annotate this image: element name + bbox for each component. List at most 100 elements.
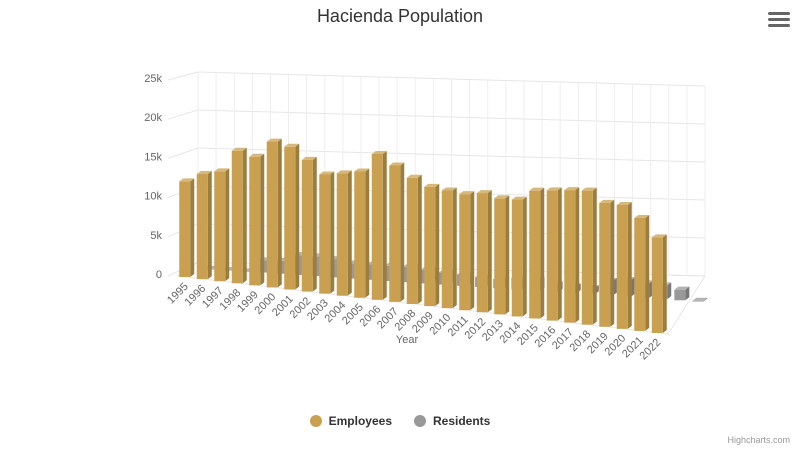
- bar-employees-2015-top: [529, 187, 545, 191]
- bar-employees-2005-front: [354, 171, 366, 298]
- bar-residents-2003-front: [348, 263, 360, 279]
- bar-employees-2017-side: [575, 187, 580, 323]
- bar-employees-2012: [476, 190, 492, 313]
- bar-employees-1997-front: [214, 171, 226, 282]
- menu-line: [768, 12, 790, 15]
- bar-employees-2020-side: [627, 201, 632, 329]
- bar-employees-2015-front: [529, 190, 541, 319]
- bar-employees-2010-side: [452, 187, 457, 309]
- bar-employees-2004-top: [336, 170, 352, 174]
- bar-employees-2011-front: [459, 194, 471, 311]
- bar-employees-2009-top: [424, 183, 440, 187]
- bar-employees-2015: [529, 187, 545, 319]
- bar-employees-1996-top: [196, 171, 212, 175]
- bar-employees-2017-front: [564, 190, 576, 323]
- bar-employees-2016-side: [557, 187, 562, 321]
- bar-employees-2000-top: [266, 138, 282, 142]
- bar-residents-2021-top: [674, 286, 690, 290]
- bar-employees-1995: [179, 178, 195, 278]
- bar-employees-2020-front: [616, 204, 628, 329]
- bar-employees-2001-front: [284, 146, 296, 290]
- bar-employees-2017-top: [564, 187, 580, 191]
- bar-employees-2013-front: [494, 198, 506, 315]
- legend-label-residents: Residents: [433, 414, 491, 428]
- bar-employees-2014-top: [511, 196, 527, 200]
- bar-residents-2022-side: [703, 297, 708, 302]
- y-axis-tick-label: 25k: [144, 73, 162, 85]
- bar-employees-2001: [284, 143, 300, 290]
- bar-residents-2020-side: [667, 282, 672, 300]
- bar-employees-2014-front: [511, 199, 523, 317]
- bar-employees-2010: [441, 187, 457, 309]
- bar-employees-2003-front: [319, 174, 331, 294]
- bar-employees-2000: [266, 138, 282, 288]
- bar-employees-1995-front: [179, 181, 191, 278]
- hamburger-menu-icon[interactable]: [768, 12, 790, 32]
- grid-line-side: [167, 147, 199, 159]
- bar-employees-1995-side: [190, 178, 195, 278]
- bar-employees-2002-front: [301, 159, 313, 292]
- bar-employees-2021: [634, 214, 650, 331]
- bar-employees-2011-top: [459, 191, 475, 195]
- bar-residents-2021-side: [685, 286, 690, 301]
- bar-employees-2014: [511, 196, 527, 317]
- bar-employees-2006-side: [382, 150, 387, 300]
- bar-employees-2021-front: [634, 217, 646, 331]
- bar-employees-2012-top: [476, 190, 492, 194]
- bar-employees-2019-top: [599, 199, 615, 203]
- bar-employees-2007-top: [389, 162, 405, 166]
- bar-residents-2022-front: [692, 300, 704, 302]
- y-axis-tick-label: 5k: [150, 230, 162, 242]
- bar-employees-2000-front: [266, 141, 278, 288]
- bar-employees-2013: [494, 195, 510, 315]
- bar-employees-1996-side: [207, 171, 212, 280]
- bar-employees-2009: [424, 183, 440, 307]
- bar-employees-2018-top: [581, 187, 597, 191]
- bar-employees-2015-side: [540, 187, 545, 319]
- bar-employees-2010-front: [441, 190, 453, 309]
- bar-employees-2013-side: [505, 195, 510, 315]
- bar-employees-1997-side: [225, 168, 230, 282]
- bar-employees-2021-side: [645, 214, 650, 331]
- bar-employees-1999-top: [249, 153, 265, 157]
- grid-line-side: [167, 71, 199, 81]
- bar-employees-2008: [406, 174, 422, 304]
- bar-employees-1998-top: [231, 147, 247, 151]
- credits-link[interactable]: Highcharts.com: [727, 435, 790, 445]
- bar-employees-2020: [616, 201, 632, 329]
- legend-label-employees: Employees: [328, 414, 392, 428]
- bar-employees-2016: [546, 187, 562, 321]
- bar-employees-1999-side: [260, 153, 265, 286]
- bar-employees-2022-front: [651, 237, 663, 333]
- legend-item-residents[interactable]: Residents: [414, 414, 490, 428]
- bar-employees-2005: [354, 168, 370, 298]
- bar-employees-1996: [196, 171, 212, 280]
- bar-residents-2000-front: [294, 255, 306, 275]
- bar-employees-1998-front: [231, 150, 243, 284]
- bar-employees-2001-side: [295, 143, 300, 290]
- bar-residents-2022: [692, 297, 708, 302]
- bar-employees-2014-side: [522, 196, 527, 317]
- bar-employees-2009-front: [424, 186, 436, 307]
- bar-employees-2017: [564, 187, 580, 323]
- legend-swatch-employees: [309, 415, 322, 427]
- bar-employees-2021-top: [634, 214, 650, 218]
- bar-employees-2018-front: [581, 190, 593, 325]
- y-axis-tick-label: 10k: [144, 191, 162, 203]
- legend-item-employees[interactable]: Employees: [309, 414, 392, 428]
- bar-employees-2012-front: [476, 193, 488, 313]
- bar-employees-2003-side: [330, 171, 335, 294]
- legend-swatch-residents: [414, 415, 426, 427]
- bar-employees-1998: [231, 147, 247, 284]
- chart-title: Hacienda Population: [316, 6, 484, 26]
- menu-line: [768, 18, 790, 21]
- bar-employees-2006: [371, 150, 387, 300]
- bar-employees-2008-top: [406, 174, 422, 178]
- bar-employees-2010-top: [441, 187, 457, 191]
- bar-residents-2018-side: [631, 276, 636, 297]
- bar-employees-2018: [581, 187, 597, 325]
- bar-employees-2002-side: [312, 156, 317, 292]
- bar-employees-2013-top: [494, 195, 510, 199]
- bar-employees-2011: [459, 191, 475, 311]
- bar-employees-2020-top: [616, 201, 632, 205]
